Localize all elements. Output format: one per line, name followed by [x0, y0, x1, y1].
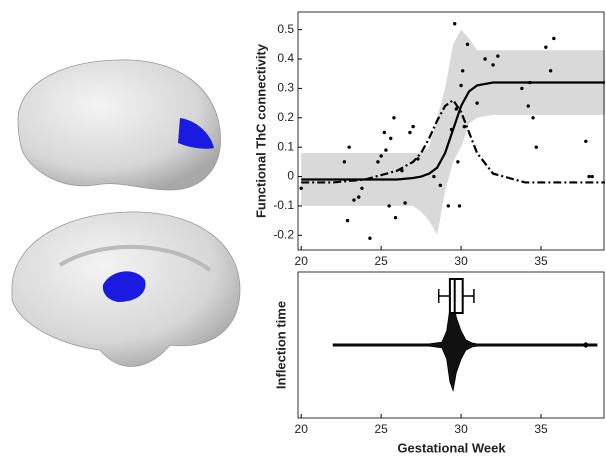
- x-tick-label: 25: [374, 254, 388, 268]
- x-tick-label: 30: [454, 422, 468, 436]
- data-point: [432, 175, 435, 178]
- data-point: [403, 201, 406, 204]
- x-tick-label: 30: [454, 254, 468, 268]
- data-point: [400, 169, 403, 172]
- data-point: [491, 63, 494, 66]
- y-tick-label: 0.3: [277, 81, 294, 95]
- data-point: [527, 104, 530, 107]
- data-point: [360, 187, 363, 190]
- data-point: [299, 187, 302, 190]
- data-point: [456, 160, 459, 163]
- violin: [333, 299, 597, 390]
- data-point: [392, 116, 395, 119]
- data-point: [384, 148, 387, 151]
- data-point: [496, 54, 499, 57]
- y-axis-label: Inflection time: [273, 301, 288, 389]
- data-point: [549, 69, 552, 72]
- data-point: [466, 43, 469, 46]
- data-point: [455, 107, 458, 110]
- box: [450, 279, 463, 313]
- y-tick-label: 0.4: [277, 51, 294, 65]
- y-tick-label: 0: [287, 169, 294, 183]
- data-point: [520, 87, 523, 90]
- data-point: [389, 137, 392, 140]
- data-point: [346, 219, 349, 222]
- outlier: [582, 342, 590, 348]
- data-point: [453, 22, 456, 25]
- x-axis-label: Gestational Week: [397, 440, 506, 455]
- brain-medial: [12, 212, 240, 367]
- data-point: [587, 175, 590, 178]
- data-point: [450, 128, 453, 131]
- data-point: [394, 216, 397, 219]
- x-tick-label: 35: [534, 254, 548, 268]
- figure: -0.2 -0.1 0 0.1 0.2 0.3 0.4 0.5 Functional ThC c…: [0, 0, 606, 458]
- data-point: [376, 160, 379, 163]
- data-point: [439, 184, 442, 187]
- data-point: [475, 101, 478, 104]
- y-tick-label: -0.2: [273, 227, 294, 241]
- data-point: [383, 131, 386, 134]
- data-point: [347, 145, 350, 148]
- data-point: [447, 204, 450, 207]
- data-point: [483, 57, 486, 60]
- data-point: [379, 154, 382, 157]
- data-point: [357, 195, 360, 198]
- data-point: [408, 131, 411, 134]
- x-tick-label: 20: [295, 422, 309, 436]
- data-point: [368, 237, 371, 240]
- x-tick-label: 25: [374, 422, 388, 436]
- data-point: [535, 145, 538, 148]
- data-point: [461, 69, 464, 72]
- data-point: [591, 175, 594, 178]
- data-point: [463, 125, 466, 128]
- data-point: [459, 84, 462, 87]
- data-point: [387, 204, 390, 207]
- brain-lateral: [18, 60, 221, 190]
- data-point: [544, 46, 547, 49]
- data-point: [531, 116, 534, 119]
- y-tick-label: 0.1: [277, 139, 294, 153]
- data-point: [411, 125, 414, 128]
- y-tick-label: 0.5: [277, 22, 294, 36]
- data-point: [584, 140, 587, 143]
- data-point: [352, 198, 355, 201]
- data-point: [552, 37, 555, 40]
- y-tick-label: -0.1: [273, 198, 294, 212]
- y-tick-label: 0.2: [277, 110, 294, 124]
- data-point: [458, 204, 461, 207]
- data-point: [528, 81, 531, 84]
- data-point: [343, 160, 346, 163]
- y-axis-label: Functional ThC connectivity: [253, 43, 268, 218]
- x-tick-label: 35: [534, 422, 548, 436]
- data-point: [416, 157, 419, 160]
- x-tick-label: 20: [295, 254, 309, 268]
